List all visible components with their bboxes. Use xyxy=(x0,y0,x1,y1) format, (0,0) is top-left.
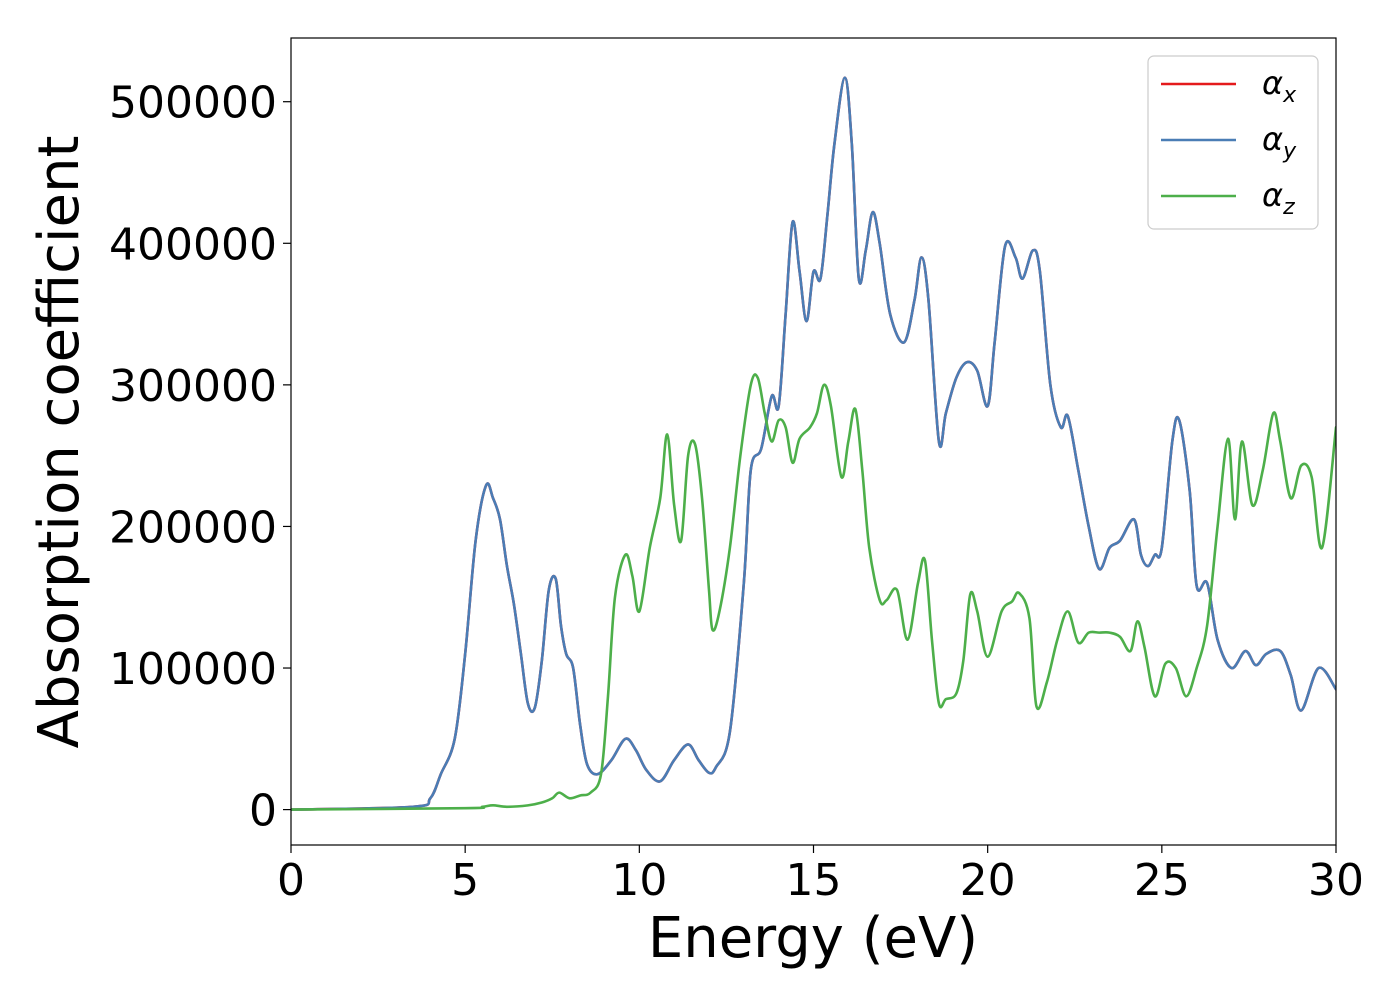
x-axis-label: Energy (eV) xyxy=(648,906,978,971)
y-axis-ticks: 0 100000 200000 300000 400000 500000 xyxy=(109,78,291,837)
legend-box xyxy=(1147,55,1319,230)
y-tick-label: 200000 xyxy=(109,502,277,553)
x-tick-label: 15 xyxy=(786,855,842,906)
legend-label-alpha-z: αz xyxy=(1262,176,1295,220)
x-axis-ticks: 0 5 10 15 20 25 30 xyxy=(277,845,1364,906)
x-tick-label: 25 xyxy=(1134,855,1190,906)
series-line-alpha-y xyxy=(291,76,1336,811)
x-tick-label: 30 xyxy=(1308,855,1364,906)
x-tick-label: 5 xyxy=(451,855,479,906)
series-layer xyxy=(291,76,1336,811)
y-tick-label: 500000 xyxy=(109,78,277,129)
y-tick-label: 0 xyxy=(249,786,277,837)
x-tick-label: 20 xyxy=(960,855,1016,906)
legend-label-alpha-x: αx xyxy=(1262,64,1297,108)
y-axis-label: Absorption coefficient xyxy=(27,136,92,749)
y-tick-label: 100000 xyxy=(109,644,277,695)
legend: αx αy αz xyxy=(1147,55,1319,230)
x-tick-label: 10 xyxy=(611,855,667,906)
y-tick-label: 400000 xyxy=(109,219,277,270)
x-tick-label: 0 xyxy=(277,855,305,906)
series-line-alpha-z xyxy=(291,373,1336,811)
y-tick-label: 300000 xyxy=(109,361,277,412)
legend-label-alpha-y: αy xyxy=(1262,120,1297,164)
